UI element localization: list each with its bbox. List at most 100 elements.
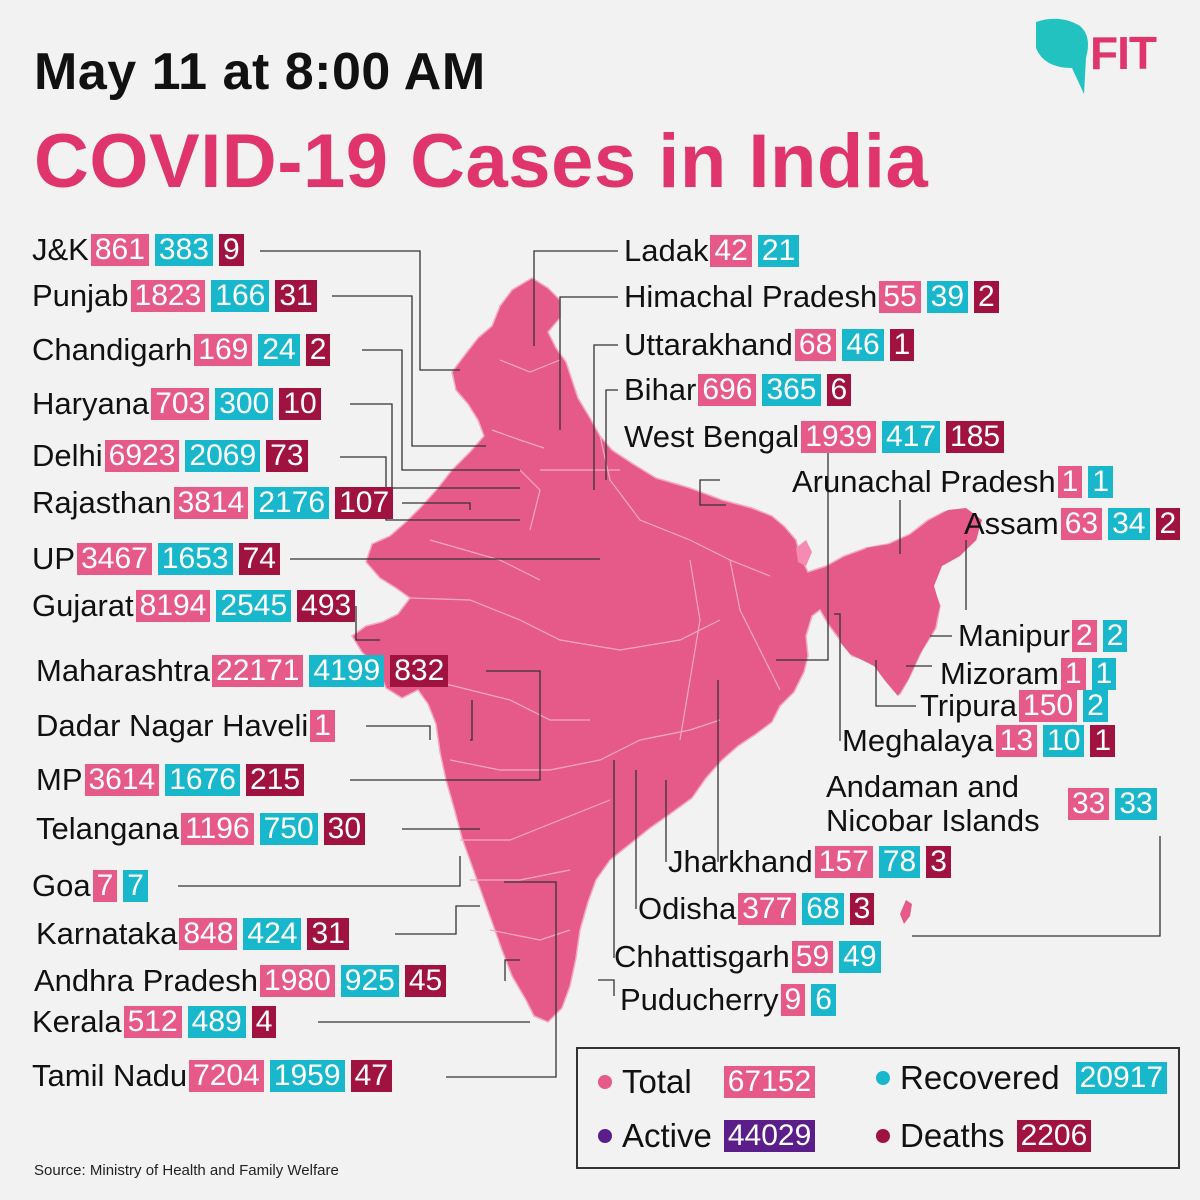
deaths-badge: 30 xyxy=(323,813,366,845)
recovered-badge: 166 xyxy=(211,280,270,312)
right-row-7: Manipur 2 2 xyxy=(958,618,1133,654)
recovered-badge: 2545 xyxy=(216,590,292,622)
deaths-badge: 47 xyxy=(350,1060,392,1092)
left-row-0: J&K 861 383 9 xyxy=(32,232,250,268)
recovered-badge: 1676 xyxy=(165,764,240,796)
left-row-8: Maharashtra 22171 4199 832 xyxy=(36,653,454,689)
deaths-badge: 215 xyxy=(246,764,305,796)
recovered-badge: 300 xyxy=(215,388,274,420)
leader-lines xyxy=(178,250,1161,1078)
deaths-dot-icon xyxy=(876,1129,890,1143)
state-name: Bihar xyxy=(624,372,697,407)
total-badge: 7 xyxy=(92,870,118,902)
state-name: Telangana xyxy=(36,811,180,846)
deaths-badge: 74 xyxy=(238,543,280,575)
recovered-dot-icon xyxy=(876,1071,890,1085)
date-heading: May 11 at 8:00 AM xyxy=(34,43,486,101)
total-dot-icon xyxy=(598,1075,612,1089)
total-badge: 2 xyxy=(1072,620,1097,652)
total-badge: 169 xyxy=(194,334,253,366)
deaths-badge: 4 xyxy=(251,1006,277,1038)
right-row-0: Ladak 42 21 xyxy=(624,233,805,269)
recovered-badge: 34 xyxy=(1108,508,1150,540)
state-name: Delhi xyxy=(32,438,103,473)
right-row-12: Jharkhand 157 78 3 xyxy=(668,844,957,880)
state-name: Chhattisgarh xyxy=(614,939,790,974)
left-row-5: Rajasthan 3814 2176 107 xyxy=(32,485,399,521)
state-name: Mizoram xyxy=(940,656,1059,691)
state-borders xyxy=(409,359,781,941)
left-row-1: Punjab 1823 166 31 xyxy=(32,278,323,314)
recovered-badge: 21 xyxy=(757,235,800,267)
state-name: Dadar Nagar Haveli xyxy=(36,708,309,743)
legend-deaths: Deaths 2206 xyxy=(876,1117,1097,1155)
state-name: Punjab xyxy=(32,278,129,313)
deaths-badge: 10 xyxy=(279,388,321,420)
recovered-badge: 4199 xyxy=(309,655,385,687)
legend-total-value: 67152 xyxy=(723,1066,816,1098)
state-name: Uttarakhand xyxy=(624,327,793,362)
right-row-10: Meghalaya 13 10 1 xyxy=(842,723,1121,759)
total-badge: 1823 xyxy=(130,280,206,312)
deaths-badge: 1 xyxy=(889,329,915,361)
state-name: Maharashtra xyxy=(36,653,211,688)
left-row-10: MP 3614 1676 215 xyxy=(36,762,310,798)
total-badge: 861 xyxy=(90,234,149,266)
recovered-badge: 365 xyxy=(762,374,821,406)
right-row-9: Tripura 150 2 xyxy=(920,688,1114,724)
deaths-badge: 3 xyxy=(849,893,875,925)
recovered-badge: 750 xyxy=(259,813,318,845)
state-name: Karnataka xyxy=(36,916,178,951)
deaths-badge: 9 xyxy=(218,234,244,266)
legend-active-label: Active xyxy=(622,1117,712,1154)
state-name: Ladak xyxy=(624,233,709,268)
total-badge: 377 xyxy=(738,893,797,925)
recovered-badge: 33 xyxy=(1115,788,1157,820)
recovered-badge: 68 xyxy=(802,893,844,925)
legend-total-label: Total xyxy=(622,1063,692,1100)
legend-active-value: 44029 xyxy=(723,1120,816,1152)
right-row-13: Odisha 377 68 3 xyxy=(638,891,880,927)
total-badge: 1980 xyxy=(260,965,335,997)
state-name: Haryana xyxy=(32,386,150,421)
total-badge: 3467 xyxy=(77,543,152,575)
recovered-badge: 424 xyxy=(243,918,302,950)
total-badge: 8194 xyxy=(135,590,211,622)
recovered-badge: 1 xyxy=(1091,658,1117,690)
legend-deaths-value: 2206 xyxy=(1016,1120,1092,1152)
state-name: Himachal Pradesh xyxy=(624,279,878,314)
recovered-badge: 925 xyxy=(340,965,399,997)
total-badge: 3614 xyxy=(84,764,160,796)
total-badge: 1196 xyxy=(181,813,254,845)
india-outline xyxy=(350,277,981,1023)
sikkim-region xyxy=(796,540,812,566)
recovered-badge: 7 xyxy=(123,870,148,902)
active-dot-icon xyxy=(598,1129,612,1143)
state-name: Gujarat xyxy=(32,588,134,623)
right-row-2: Uttarakhand 68 46 1 xyxy=(624,327,920,363)
northeast-region xyxy=(830,508,982,696)
right-row-15: Puducherry 9 6 xyxy=(620,982,842,1018)
total-badge: 68 xyxy=(794,329,837,361)
total-badge: 6923 xyxy=(104,440,180,472)
state-name: Arunachal Pradesh xyxy=(792,464,1056,499)
left-row-6: UP 3467 1653 74 xyxy=(32,541,286,577)
legend-recovered-value: 20917 xyxy=(1075,1062,1168,1094)
state-name: Assam xyxy=(964,506,1059,541)
left-row-11: Telangana 1196 750 30 xyxy=(36,811,371,847)
recovered-badge: 39 xyxy=(926,281,969,313)
right-row-8: Mizoram 1 1 xyxy=(940,656,1122,692)
recovered-badge: 417 xyxy=(881,421,941,453)
right-row-11: Andaman and Nicobar Islands 33 33 xyxy=(826,768,1163,840)
left-row-16: Tamil Nadu 7204 1959 47 xyxy=(32,1058,398,1094)
state-name: UP xyxy=(32,541,76,576)
left-row-12: Goa 7 7 xyxy=(32,868,154,904)
legend-box: Total 67152 Recovered 20917 Active 44029… xyxy=(576,1047,1180,1169)
total-badge: 1 xyxy=(1060,658,1086,690)
state-name: MP xyxy=(36,762,83,797)
legend-active: Active 44029 xyxy=(598,1117,821,1155)
total-badge: 1 xyxy=(1057,466,1083,498)
deaths-badge: 1 xyxy=(1090,725,1116,757)
right-row-1: Himachal Pradesh 55 39 2 xyxy=(624,279,1005,315)
state-name: Tripura xyxy=(920,688,1018,723)
